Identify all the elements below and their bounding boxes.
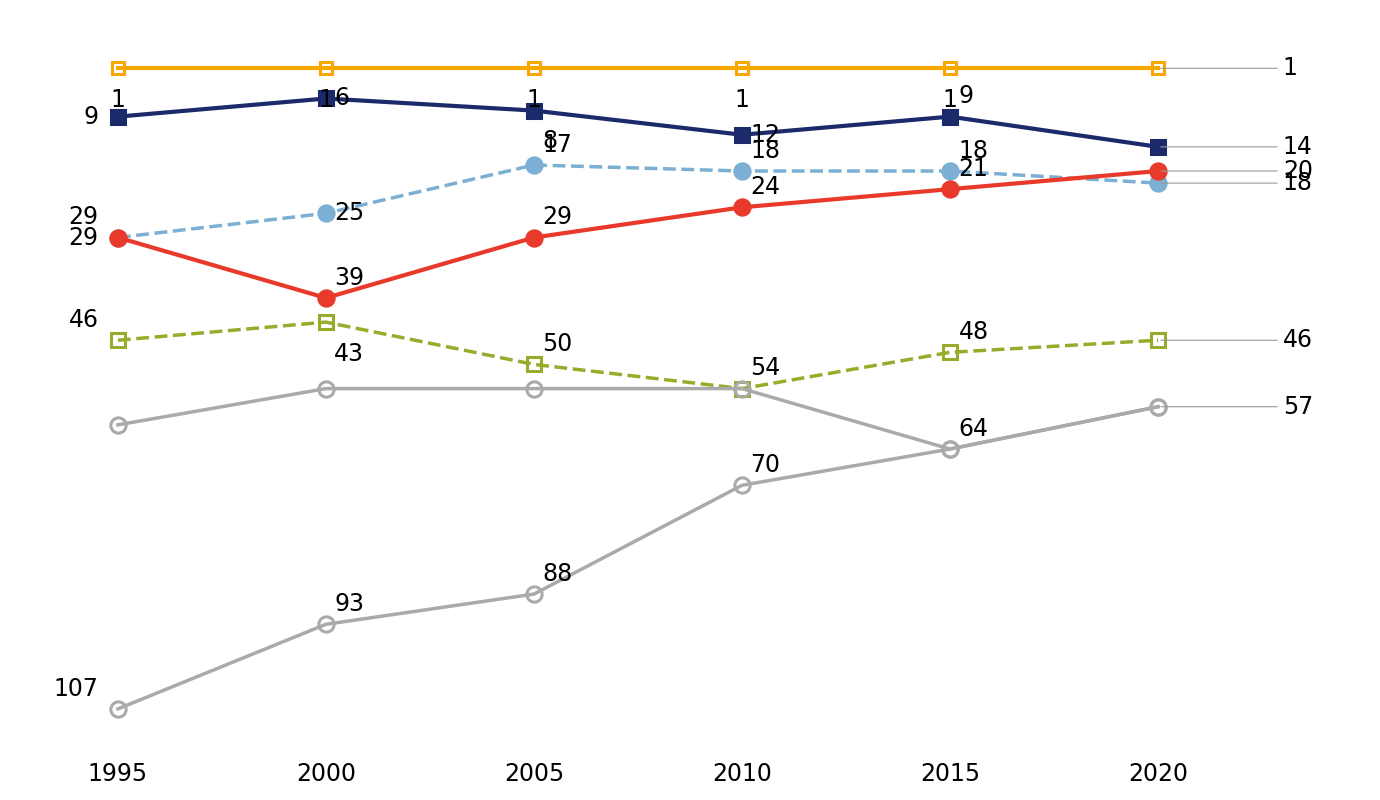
Text: 24: 24 bbox=[751, 175, 780, 199]
Text: 20: 20 bbox=[1161, 159, 1312, 183]
Text: 39: 39 bbox=[334, 266, 364, 290]
Text: 93: 93 bbox=[334, 592, 364, 616]
Text: 70: 70 bbox=[751, 453, 780, 477]
Text: 1: 1 bbox=[943, 88, 958, 112]
Text: 46: 46 bbox=[69, 308, 98, 332]
Text: 29: 29 bbox=[542, 205, 573, 229]
Text: 107: 107 bbox=[54, 677, 98, 701]
Text: 54: 54 bbox=[751, 356, 781, 380]
Text: 12: 12 bbox=[751, 122, 780, 146]
Text: 18: 18 bbox=[1161, 171, 1312, 195]
Text: 46: 46 bbox=[1161, 328, 1312, 352]
Text: 1: 1 bbox=[1161, 56, 1297, 80]
Text: 88: 88 bbox=[542, 562, 573, 586]
Text: 1: 1 bbox=[734, 88, 749, 112]
Text: 64: 64 bbox=[958, 417, 988, 441]
Text: 1: 1 bbox=[527, 88, 541, 112]
Text: 43: 43 bbox=[334, 342, 364, 366]
Text: 1: 1 bbox=[110, 88, 126, 112]
Text: 9: 9 bbox=[958, 84, 973, 108]
Text: 29: 29 bbox=[69, 226, 98, 250]
Text: 57: 57 bbox=[1161, 394, 1314, 418]
Text: 14: 14 bbox=[1161, 135, 1312, 159]
Text: 50: 50 bbox=[542, 332, 573, 356]
Text: 18: 18 bbox=[751, 138, 780, 162]
Text: 6: 6 bbox=[334, 86, 349, 110]
Text: 48: 48 bbox=[958, 320, 988, 344]
Text: 21: 21 bbox=[958, 157, 988, 181]
Text: 1: 1 bbox=[319, 88, 334, 112]
Text: 8: 8 bbox=[542, 129, 558, 153]
Text: 29: 29 bbox=[69, 205, 98, 229]
Text: 17: 17 bbox=[542, 133, 573, 157]
Text: 18: 18 bbox=[958, 138, 988, 162]
Text: 9: 9 bbox=[83, 105, 98, 129]
Text: 25: 25 bbox=[334, 202, 364, 226]
